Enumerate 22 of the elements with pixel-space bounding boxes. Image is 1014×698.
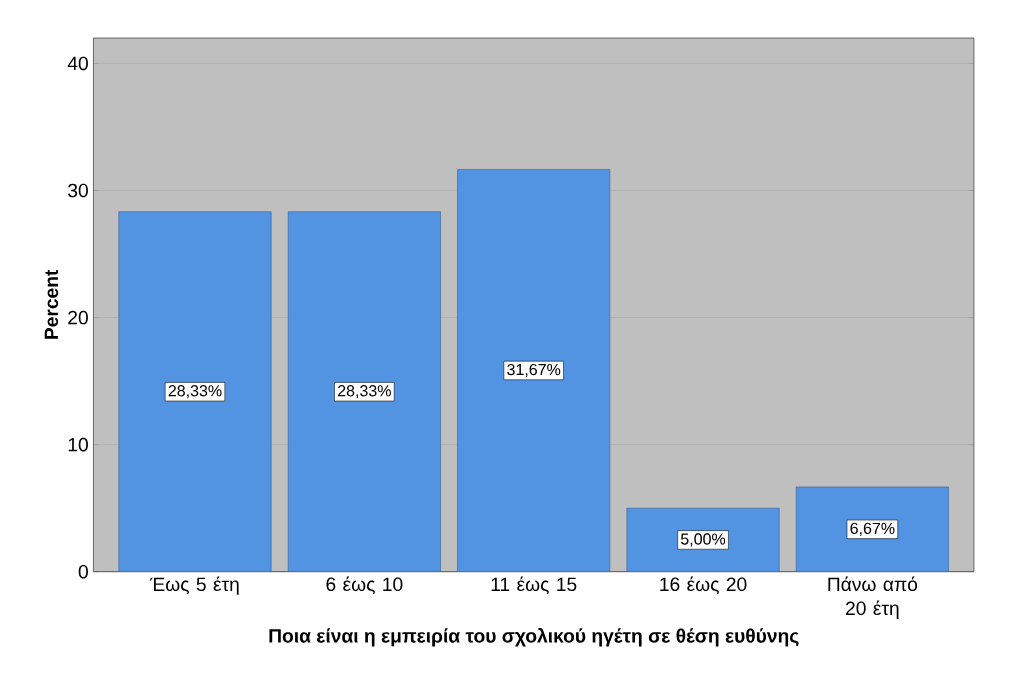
data-label: 28,33%: [337, 384, 391, 399]
y-tick-label: 30: [68, 183, 88, 198]
x-tick-label: Πάνω από 20 έτη: [828, 576, 918, 619]
bar: [795, 486, 949, 572]
y-tick-label: 40: [67, 56, 88, 71]
x-axis-title: Ποια είναι η εμπειρία του σχολικού ηγέτη σε θέση ευθύνης: [269, 627, 799, 647]
y-tick-label: 10: [68, 437, 88, 452]
data-label: 28,33%: [168, 384, 222, 399]
data-label: 5,00%: [680, 533, 726, 547]
x-tick-label: 16 έως 20: [660, 576, 747, 594]
bar: [457, 168, 611, 572]
y-tick-label: 20: [68, 310, 88, 325]
x-tick-label: 6 έως 10: [326, 576, 403, 594]
x-tick-label: Έως 5 έτη: [150, 576, 239, 595]
data-label: 6,67%: [850, 522, 895, 536]
x-tick-label: 11 έως 15: [491, 576, 577, 594]
bar: [118, 211, 272, 572]
y-tick-label: 0: [78, 564, 88, 579]
bar: [626, 507, 780, 572]
y-axis-title: Percent: [44, 269, 59, 339]
bar: [287, 211, 441, 572]
data-label: 31,67%: [507, 363, 561, 377]
